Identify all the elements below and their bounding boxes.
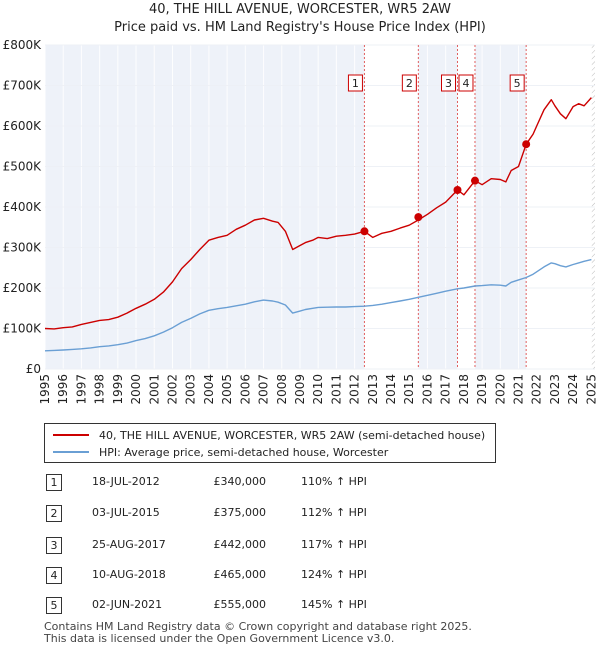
transaction-price: £375,000 xyxy=(213,506,267,519)
x-tick-label: 2019 xyxy=(475,374,489,405)
chart-legend: 40, THE HILL AVENUE, WORCESTER, WR5 2AW … xyxy=(44,423,496,463)
sale-label-box xyxy=(441,74,456,92)
price-chart: 1 2 3 4 5 £0 £100K £200K £300K £400K £500K £600K £70… xyxy=(3,38,599,405)
y-tick-label: £500K xyxy=(3,160,43,174)
sale-label-text: 5 xyxy=(514,77,521,90)
transaction-price: £442,000 xyxy=(213,538,267,551)
copyright-notice: Contains HM Land Registry data © Crown c… xyxy=(44,620,472,633)
x-tick-label: 2016 xyxy=(421,374,435,405)
transaction-date: 03-JUL-2015 xyxy=(92,506,160,519)
sale-point xyxy=(360,227,369,236)
x-tick-label: 2025 xyxy=(584,374,598,405)
transaction-price: £555,000 xyxy=(213,598,267,611)
transaction-hpi: 124% ↑ HPI xyxy=(301,568,367,581)
x-tick-label: 2014 xyxy=(384,374,398,405)
transaction-number: 5 xyxy=(46,597,62,614)
legend-swatch-property xyxy=(53,434,89,436)
chart-title: 40, THE HILL AVENUE, WORCESTER, WR5 2AW xyxy=(148,2,452,17)
y-tick-label: £100K xyxy=(3,322,43,336)
x-tick-label: 2017 xyxy=(439,374,453,405)
x-tick-label: 2011 xyxy=(329,374,343,405)
transaction-number: 1 xyxy=(46,474,62,491)
x-tick-label: 2001 xyxy=(147,374,161,405)
x-tick-label: 2005 xyxy=(220,374,234,405)
x-tick-label: 2015 xyxy=(402,374,416,405)
legend-label-property: 40, THE HILL AVENUE, WORCESTER, WR5 2AW … xyxy=(99,428,486,442)
sale-label-box xyxy=(458,74,474,92)
sale-label-text: 3 xyxy=(445,77,452,90)
transaction-number: 2 xyxy=(46,505,62,522)
x-tick-label: 2008 xyxy=(275,374,289,405)
x-tick-label: 2023 xyxy=(548,374,562,405)
y-tick-label: £700K xyxy=(3,79,43,93)
transaction-number: 4 xyxy=(46,567,62,584)
x-tick-label: 2000 xyxy=(129,374,143,405)
y-tick-label: £300K xyxy=(3,241,43,255)
transaction-date: 25-AUG-2017 xyxy=(92,538,166,551)
table-row: 4 10-AUG-2018 £465,000 124% ↑ HPI xyxy=(46,567,426,587)
x-tick-label: 2007 xyxy=(257,374,271,405)
x-tick-label: 2013 xyxy=(366,374,380,405)
table-row: 1 18-JUL-2012 £340,000 110% ↑ HPI xyxy=(46,474,426,494)
legend-item-property: 40, THE HILL AVENUE, WORCESTER, WR5 2AW … xyxy=(53,427,485,443)
x-tick-label: 2022 xyxy=(530,374,544,405)
sale-label-box xyxy=(401,74,417,92)
x-tick-label: 2004 xyxy=(202,374,216,405)
hpi-line xyxy=(44,258,592,352)
transaction-price: £340,000 xyxy=(213,475,267,488)
sale-label-text: 1 xyxy=(352,77,359,90)
legend-label-hpi: HPI: Average price, semi-detached house,… xyxy=(99,445,389,459)
sale-label-text: 2 xyxy=(406,77,413,90)
y-tick-label: £0 xyxy=(26,362,41,376)
licence-notice: This data is licensed under the Open Gov… xyxy=(44,632,395,645)
sale-label-text: 4 xyxy=(462,77,469,90)
table-row: 3 25-AUG-2017 £442,000 117% ↑ HPI xyxy=(46,537,426,557)
x-tick-label: 2024 xyxy=(566,374,580,405)
transaction-hpi: 117% ↑ HPI xyxy=(301,538,367,551)
chart-subtitle: Price paid vs. HM Land Registry's House … xyxy=(114,20,486,35)
sale-point xyxy=(414,213,423,222)
x-tick-label: 2006 xyxy=(238,374,252,405)
legend-item-hpi: HPI: Average price, semi-detached house,… xyxy=(53,444,388,460)
x-tick-label: 1997 xyxy=(74,374,88,405)
y-tick-label: £400K xyxy=(3,200,43,214)
x-tick-label: 2021 xyxy=(512,374,526,405)
transaction-hpi: 112% ↑ HPI xyxy=(301,506,367,519)
sale-label-box xyxy=(347,74,363,92)
x-tick-label: 2003 xyxy=(184,374,198,405)
transaction-date: 18-JUL-2012 xyxy=(92,475,160,488)
transaction-date: 02-JUN-2021 xyxy=(92,598,163,611)
x-tick-label: 1999 xyxy=(111,374,125,405)
y-tick-label: £200K xyxy=(3,281,43,295)
x-tick-label: 2012 xyxy=(348,374,362,405)
x-tick-label: 2020 xyxy=(493,374,507,405)
legend-swatch-hpi xyxy=(53,451,89,453)
transaction-date: 10-AUG-2018 xyxy=(92,568,166,581)
sale-point xyxy=(522,140,531,149)
transaction-price: £465,000 xyxy=(213,568,267,581)
x-tick-label: 1998 xyxy=(93,374,107,405)
transaction-hpi: 110% ↑ HPI xyxy=(301,475,367,488)
table-row: 5 02-JUN-2021 £555,000 145% ↑ HPI xyxy=(46,597,426,617)
x-tick-label: 2009 xyxy=(293,374,307,405)
table-row: 2 03-JUL-2015 £375,000 112% ↑ HPI xyxy=(46,505,426,525)
x-tick-label: 1995 xyxy=(38,374,52,405)
transaction-hpi: 145% ↑ HPI xyxy=(301,598,367,611)
x-tick-label: 1996 xyxy=(56,374,70,405)
y-tick-label: £800K xyxy=(3,38,43,52)
x-tick-label: 2002 xyxy=(166,374,180,405)
transaction-number: 3 xyxy=(46,537,62,554)
sale-point xyxy=(470,176,479,185)
x-tick-label: 2010 xyxy=(311,374,325,405)
sale-label-box xyxy=(509,74,525,92)
x-tick-label: 2018 xyxy=(457,374,471,405)
sale-point xyxy=(453,185,462,194)
y-tick-label: £600K xyxy=(3,119,43,133)
